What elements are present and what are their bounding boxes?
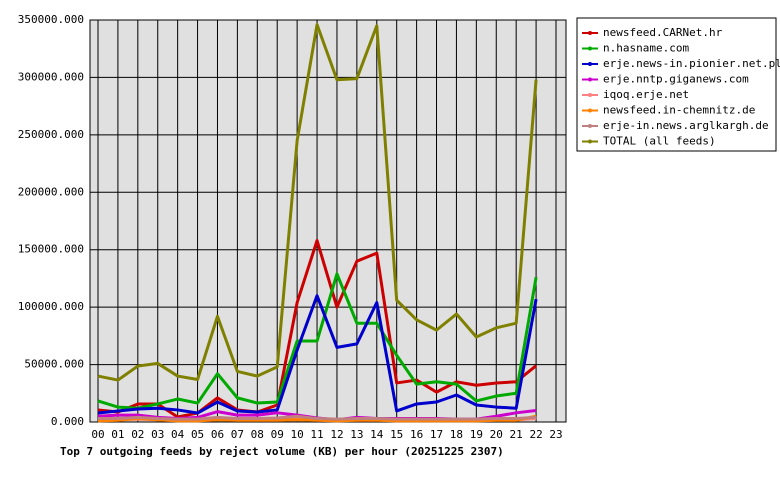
x-tick-label: 03: [151, 428, 164, 441]
y-tick-label: 100000.000: [18, 300, 84, 313]
x-tick-label: 11: [310, 428, 323, 441]
legend-label: erje.nntp.giganews.com: [603, 73, 749, 86]
y-tick-label: 50000.000: [24, 358, 84, 371]
y-tick-label: 350000.000: [18, 13, 84, 26]
y-tick-label: 0.000: [51, 415, 84, 428]
x-tick-label: 06: [211, 428, 224, 441]
legend-box: [576, 17, 777, 152]
x-tick-label: 15: [390, 428, 403, 441]
x-tick-label: 20: [490, 428, 503, 441]
legend-marker: [588, 62, 592, 66]
x-tick-label: 17: [430, 428, 443, 441]
x-tick-label: 04: [171, 428, 185, 441]
series-line: [97, 239, 538, 419]
series-line: [98, 414, 537, 421]
legend-marker: [588, 93, 592, 97]
x-tick-label: 23: [549, 428, 562, 441]
series-line: [97, 414, 537, 423]
x-tick-label: 12: [330, 428, 343, 441]
y-tick-label: 250000.000: [18, 128, 84, 141]
series-line: [97, 23, 538, 382]
x-tick-label: 01: [111, 428, 124, 441]
x-tick-label: 08: [251, 428, 264, 441]
chart-title: Top 7 outgoing feeds by reject volume (K…: [60, 445, 504, 458]
legend-label: iqoq.erje.net: [603, 88, 689, 101]
y-tick-label: 300000.000: [18, 70, 84, 83]
x-tick-label: 09: [271, 428, 284, 441]
legend-marker: [588, 139, 592, 144]
legend-label: erje-in.news.arglkargh.de: [603, 119, 769, 132]
series-line: [97, 294, 538, 415]
legend-label: newsfeed.CARNet.hr: [603, 26, 723, 39]
legend-marker: [588, 124, 592, 128]
legend-marker: [588, 77, 592, 82]
plot-area: [89, 19, 567, 423]
legend-marker: [588, 108, 592, 113]
y-tick-label: 150000.000: [18, 243, 84, 256]
legend-label: n.hasname.com: [603, 42, 689, 55]
x-tick-label: 00: [91, 428, 104, 441]
x-tick-label: 05: [191, 428, 204, 441]
x-tick-label: 21: [510, 428, 523, 441]
x-tick-label: 13: [350, 428, 363, 441]
x-tick-label: 14: [370, 428, 384, 441]
legend-label: TOTAL (all feeds): [603, 135, 716, 148]
x-tick-label: 02: [131, 428, 144, 441]
x-tick-label: 19: [470, 428, 483, 441]
series-line: [97, 272, 538, 410]
x-tick-label: 07: [231, 428, 244, 441]
legend-label: erje.news-in.pionier.net.pl: [603, 57, 780, 70]
x-tick-label: 16: [410, 428, 423, 441]
y-tick-label: 200000.000: [18, 185, 84, 198]
x-tick-label: 22: [529, 428, 542, 441]
legend-label: newsfeed.in-chemnitz.de: [603, 104, 755, 117]
legend-marker: [588, 46, 592, 51]
legend-marker: [588, 31, 592, 35]
x-tick-label: 18: [450, 428, 463, 441]
x-tick-label: 10: [291, 428, 304, 441]
